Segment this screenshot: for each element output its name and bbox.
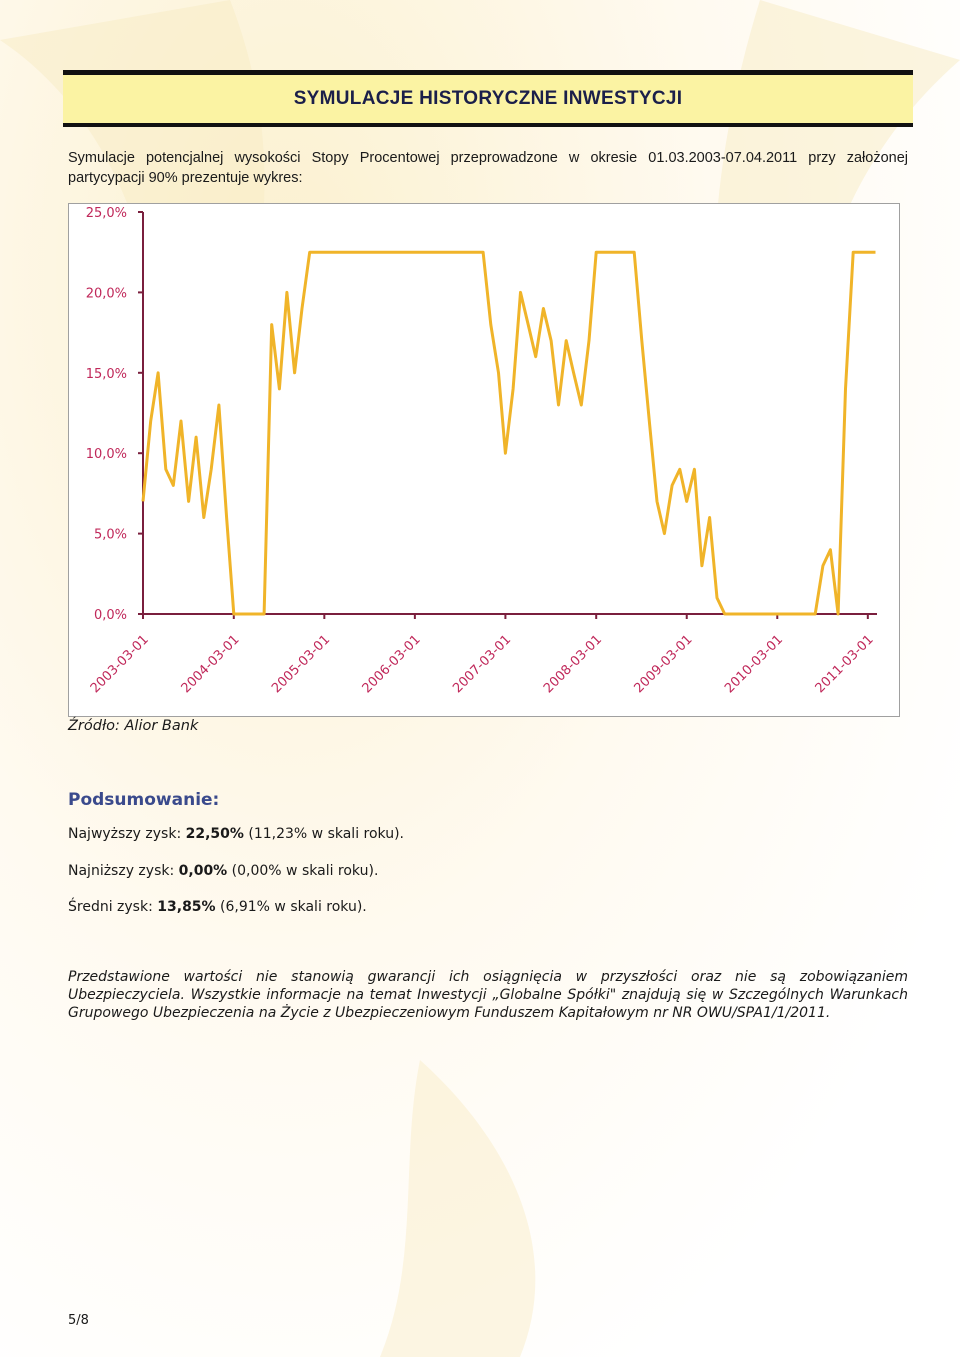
label: Najniższy zysk:: [68, 863, 175, 879]
value: 0,00%: [178, 863, 228, 879]
y-tick-label: 25,0%: [86, 206, 127, 221]
y-tick-label: 20,0%: [86, 286, 127, 301]
y-tick-label: 5,0%: [94, 528, 127, 543]
label: Najwyższy zysk:: [68, 826, 182, 842]
label: Średni zysk:: [68, 899, 153, 915]
value: 13,85%: [157, 899, 216, 915]
page-title: SYMULACJE HISTORYCZNE INWESTYCJI: [293, 88, 683, 109]
note: (6,91% w skali roku).: [220, 899, 367, 915]
y-tick-label: 0,0%: [94, 608, 127, 623]
source: Źródło: Alior Bank: [68, 718, 199, 734]
summary-line: Najniższy zysk: 0,00% (0,00% w skali rok…: [68, 863, 378, 879]
y-tick-label: 15,0%: [86, 367, 127, 382]
intro-text: Symulacje potencjalnej wysokości Stopy P…: [68, 150, 908, 186]
feather-shape: [380, 1060, 536, 1357]
y-tick-label: 10,0%: [86, 447, 127, 462]
disclaimer: Przedstawione wartości nie stanowią gwar…: [68, 969, 908, 1021]
header-band: SYMULACJE HISTORYCZNE INWESTYCJI: [63, 70, 913, 127]
chart-frame: [68, 203, 900, 717]
note: (11,23% w skali roku).: [248, 826, 405, 842]
value: 22,50%: [185, 826, 244, 842]
summary-line: Średni zysk: 13,85% (6,91% w skali roku)…: [68, 899, 367, 915]
data-line: [141, 250, 876, 616]
note: (0,00% w skali roku).: [231, 863, 379, 879]
chart: 0,0%5,0%10,0%15,0%20,0%25,0%2003-03-01 20…: [68, 203, 900, 717]
summary-line: Najwyższy zysk: 22,50% (11,23% w skali r…: [68, 826, 404, 842]
page-number: 5/8: [68, 1313, 89, 1328]
summary-heading: Podsumowanie:: [68, 790, 220, 810]
